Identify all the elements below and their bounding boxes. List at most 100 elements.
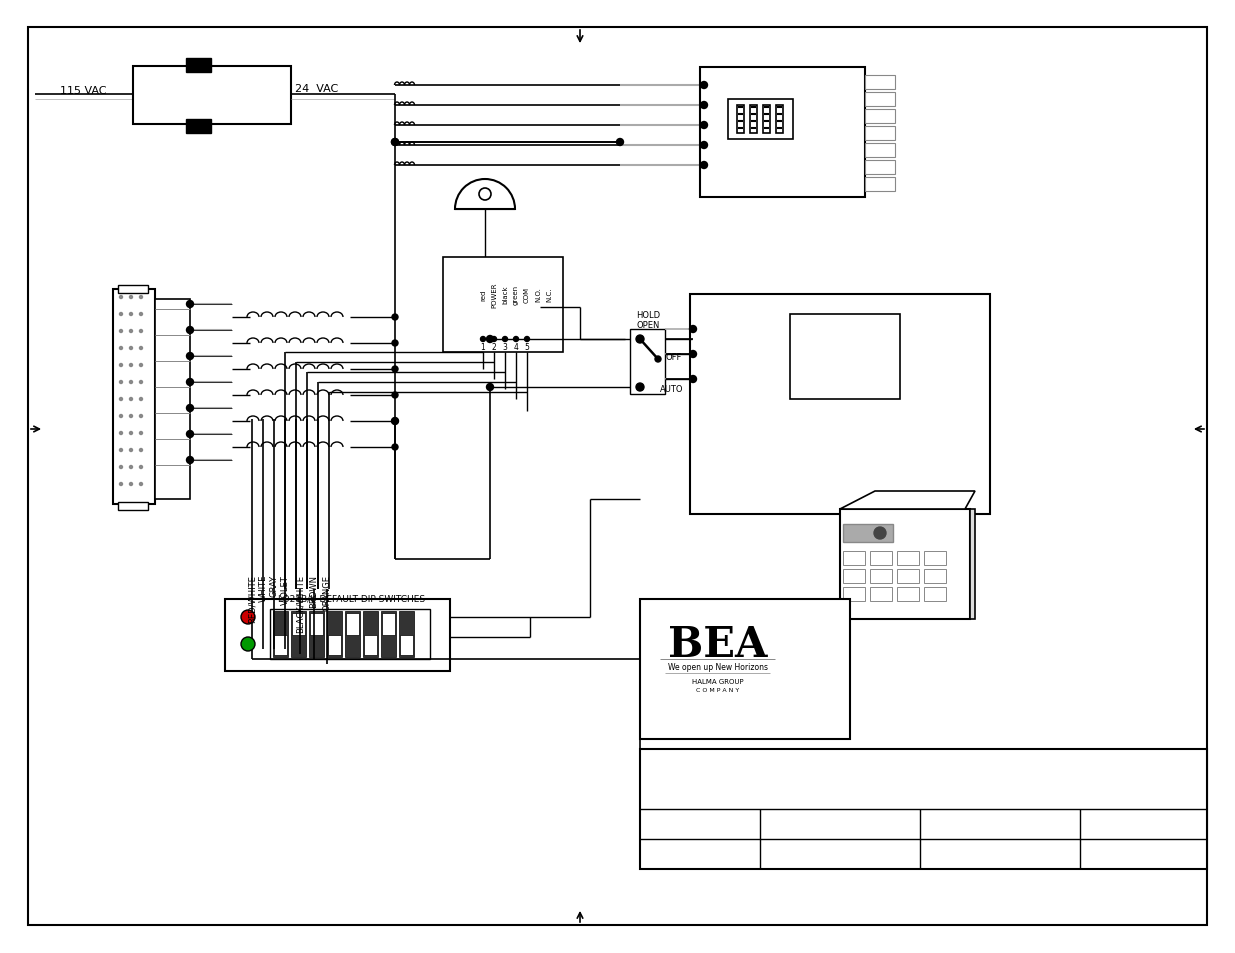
Circle shape <box>479 189 492 201</box>
Circle shape <box>636 335 643 344</box>
Bar <box>790 314 900 399</box>
Circle shape <box>120 432 122 435</box>
Circle shape <box>391 340 398 347</box>
Bar <box>225 599 450 671</box>
Circle shape <box>700 162 708 170</box>
Bar <box>869 569 892 583</box>
Bar <box>700 68 864 198</box>
Circle shape <box>514 337 519 342</box>
Bar <box>327 612 342 658</box>
Bar <box>345 612 359 658</box>
Circle shape <box>391 418 399 425</box>
Circle shape <box>120 364 122 367</box>
Circle shape <box>130 416 132 418</box>
Circle shape <box>186 431 194 438</box>
Text: We open up New Horizons: We open up New Horizons <box>668 662 768 672</box>
Text: N.C.: N.C. <box>546 288 552 302</box>
Circle shape <box>689 326 697 334</box>
Circle shape <box>130 296 132 299</box>
Bar <box>864 110 895 124</box>
Circle shape <box>140 347 142 350</box>
Bar <box>443 257 563 353</box>
Text: AUTO: AUTO <box>659 385 683 395</box>
Circle shape <box>140 296 142 299</box>
Circle shape <box>130 432 132 435</box>
Bar <box>133 67 291 125</box>
Circle shape <box>130 466 132 469</box>
Circle shape <box>140 314 142 316</box>
Circle shape <box>186 405 194 412</box>
Circle shape <box>130 398 132 401</box>
Bar <box>382 614 395 636</box>
Bar <box>630 330 664 395</box>
Circle shape <box>689 351 697 358</box>
Bar <box>186 120 211 133</box>
Bar <box>727 100 793 140</box>
Circle shape <box>120 483 122 486</box>
Bar <box>844 569 864 583</box>
Circle shape <box>130 330 132 334</box>
Circle shape <box>120 314 122 316</box>
Text: black: black <box>501 285 508 304</box>
Circle shape <box>636 384 643 392</box>
Bar <box>382 612 396 658</box>
Circle shape <box>700 102 708 110</box>
Text: POWER: POWER <box>492 282 496 308</box>
Bar <box>750 106 757 133</box>
Circle shape <box>140 449 142 452</box>
Bar <box>924 552 946 565</box>
Circle shape <box>120 381 122 384</box>
Polygon shape <box>840 492 974 510</box>
Text: RED/WHITE: RED/WHITE <box>247 575 257 622</box>
Circle shape <box>391 444 398 451</box>
Circle shape <box>186 379 194 386</box>
Circle shape <box>140 466 142 469</box>
Circle shape <box>241 610 254 624</box>
Text: OPEN: OPEN <box>636 320 659 329</box>
Bar <box>864 76 895 90</box>
Bar <box>273 612 288 658</box>
Bar <box>737 106 743 133</box>
Circle shape <box>120 398 122 401</box>
Text: red: red <box>480 289 487 300</box>
Bar <box>897 552 919 565</box>
Circle shape <box>487 336 494 343</box>
Circle shape <box>391 314 398 320</box>
Bar <box>897 587 919 601</box>
Circle shape <box>391 367 398 373</box>
Circle shape <box>130 483 132 486</box>
Circle shape <box>700 142 708 150</box>
Text: 1: 1 <box>480 343 485 352</box>
Bar <box>897 569 919 583</box>
Circle shape <box>120 416 122 418</box>
Text: 24  VAC: 24 VAC <box>295 84 338 94</box>
Bar <box>924 569 946 583</box>
Bar <box>291 614 305 636</box>
Circle shape <box>140 381 142 384</box>
Circle shape <box>140 432 142 435</box>
Text: BLACK/WHITE: BLACK/WHITE <box>295 575 305 633</box>
Circle shape <box>186 327 194 335</box>
Bar <box>400 636 412 656</box>
Circle shape <box>689 376 697 383</box>
Bar <box>690 294 990 515</box>
Circle shape <box>616 139 624 147</box>
Text: BEA: BEA <box>668 623 768 665</box>
Text: 3: 3 <box>503 343 508 352</box>
Circle shape <box>391 418 398 424</box>
Bar <box>363 612 378 658</box>
Bar <box>844 587 864 601</box>
Circle shape <box>480 337 485 342</box>
Bar <box>763 106 769 133</box>
Circle shape <box>140 483 142 486</box>
Text: GRAY: GRAY <box>269 575 279 597</box>
Bar <box>864 144 895 158</box>
Bar <box>309 612 324 658</box>
Bar <box>864 92 895 107</box>
Circle shape <box>503 337 508 342</box>
Circle shape <box>140 330 142 334</box>
Text: 115 VAC: 115 VAC <box>59 86 106 96</box>
Bar <box>840 510 969 619</box>
Bar <box>186 59 211 73</box>
Circle shape <box>130 364 132 367</box>
